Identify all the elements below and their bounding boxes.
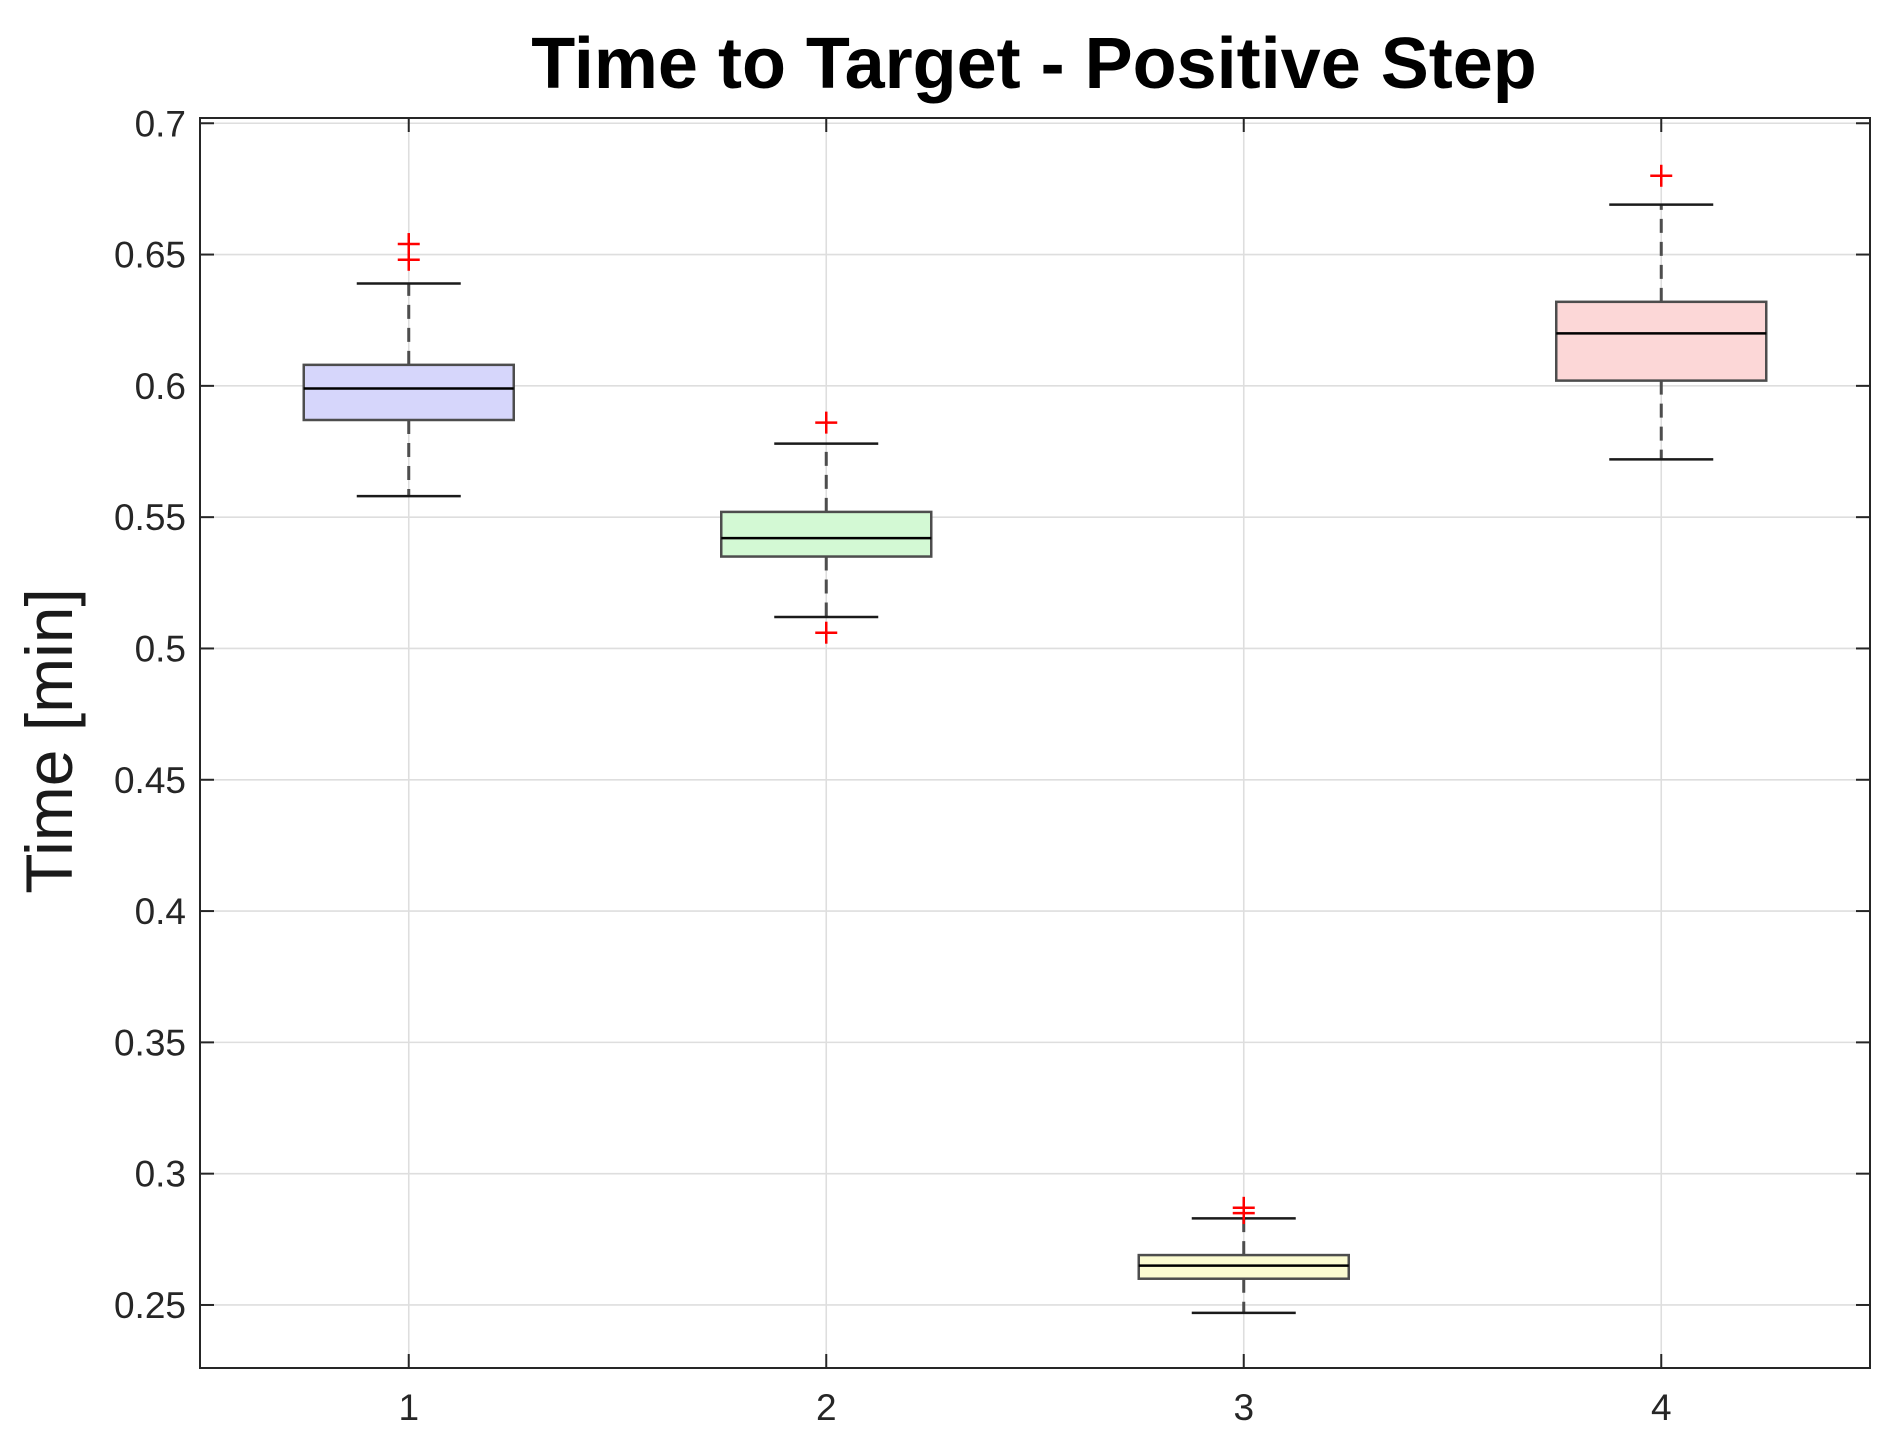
x-tick-label: 4 bbox=[1651, 1387, 1672, 1428]
x-tick-label: 3 bbox=[1233, 1387, 1254, 1428]
box-plot-series bbox=[302, 164, 1768, 1315]
axis-frame bbox=[199, 117, 1871, 1369]
box-group bbox=[720, 411, 933, 644]
x-tick-label: 2 bbox=[816, 1387, 837, 1428]
box-iqr bbox=[1555, 300, 1768, 382]
outlier-marker bbox=[815, 411, 838, 434]
box-iqr bbox=[1137, 1253, 1350, 1280]
y-axis-label: Time [min] bbox=[12, 588, 86, 894]
box-iqr bbox=[720, 510, 933, 558]
outlier-marker bbox=[1232, 1196, 1255, 1219]
y-tick-label: 0.35 bbox=[114, 1022, 186, 1063]
outlier-marker bbox=[1650, 164, 1673, 187]
box-group bbox=[1555, 164, 1768, 461]
y-tick-label: 0.65 bbox=[114, 235, 186, 276]
chart-title: Time to Target - Positive Step bbox=[531, 24, 1537, 104]
box-group bbox=[302, 233, 515, 498]
y-tick-label: 0.7 bbox=[135, 103, 186, 144]
y-tick-label: 0.3 bbox=[135, 1154, 186, 1195]
box-group bbox=[1137, 1196, 1350, 1315]
y-tick-label: 0.55 bbox=[114, 497, 186, 538]
axes: 0.25 0.3 0.35 0.4 0.45 0.5 0.55 0.6 0.65 0.7 1 2 3 4 bbox=[114, 103, 1871, 1428]
y-tick-label: 0.5 bbox=[135, 628, 186, 669]
y-tick-label: 0.4 bbox=[135, 891, 186, 932]
y-tick-label: 0.45 bbox=[114, 760, 186, 801]
outlier-marker bbox=[397, 233, 420, 256]
box-iqr bbox=[302, 363, 515, 422]
x-tick-label: 1 bbox=[398, 1387, 419, 1428]
y-tick-label: 0.6 bbox=[135, 366, 186, 407]
outlier-marker bbox=[815, 621, 838, 644]
y-tick-label: 0.25 bbox=[114, 1285, 186, 1326]
